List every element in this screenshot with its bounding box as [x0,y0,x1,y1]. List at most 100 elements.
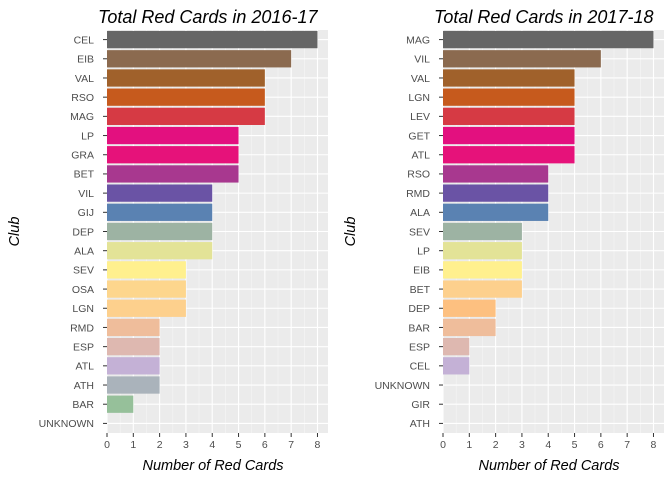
y-tick-label: GET [408,130,430,142]
x-tick-label: 4 [209,439,215,451]
y-tick-label: BET [410,284,431,296]
y-tick-label: CEL [410,361,431,373]
bar-rso [107,88,265,106]
y-tick-label: RSO [407,169,430,181]
bar-lp [107,126,239,145]
y-tick-label: LGN [408,92,430,104]
bar-sev [107,261,186,279]
y-tick-label: GIR [411,399,430,411]
y-tick-label: ATH [410,418,430,430]
y-tick-label: LEV [410,111,430,123]
y-tick-label: UNKNOWN [375,380,430,392]
bar-osa [107,280,186,298]
bar-esp [443,338,470,356]
y-tick-label: OSA [72,284,94,296]
y-tick-label: SEV [73,265,94,277]
bar-esp [107,338,160,356]
x-tick-label: 3 [183,439,189,451]
y-axis-label: Club [343,217,359,247]
y-tick-label: MAG [70,111,94,123]
bar-bar [443,318,496,337]
y-tick-label: ESP [73,341,94,353]
y-tick-label: DEP [408,303,430,315]
bar-lev [443,107,575,125]
bar-eib [443,261,522,279]
y-tick-label: LP [81,130,94,142]
y-tick-label: ATL [412,150,431,162]
y-tick-label: VAL [411,73,430,85]
bar-gij [107,203,213,221]
y-tick-label: GRA [71,150,94,162]
y-tick-label: RSO [71,92,94,104]
y-tick-label: GIJ [78,207,94,219]
bar-ala [443,203,549,221]
bar-mag [443,30,654,49]
bar-bet [107,165,239,183]
bar-lgn [107,299,186,317]
x-tick-label: 5 [572,439,578,451]
bar-rso [443,165,549,183]
x-tick-label: 2 [157,439,163,451]
x-tick-label: 7 [624,439,630,451]
y-tick-label: UNKNOWN [39,418,94,430]
bar-atl [107,357,160,375]
x-tick-label: 8 [651,439,657,451]
y-tick-label: RMD [406,188,430,200]
bar-atl [443,146,575,164]
y-tick-label: BAR [72,399,94,411]
x-tick-label: 2 [493,439,499,451]
x-tick-label: 7 [288,439,294,451]
bar-get [443,126,575,145]
chart-title: Total Red Cards in 2017-18 [434,7,653,27]
y-tick-label: ALA [410,207,430,219]
y-tick-label: ATL [76,361,95,373]
y-axis-label: Club [7,217,23,247]
y-tick-label: ALA [74,245,94,257]
bar-bet [443,280,522,298]
chart-panel-2: MAG VIL VAL LGN LEV GET ATL RSO RMD ALA SEV LP EIB BE… [343,7,664,474]
x-axis-label: Number of Red Cards [478,458,619,474]
y-tick-label: EIB [413,265,430,277]
x-tick-label: 0 [440,439,446,451]
bar-cel [107,30,318,49]
y-tick-label: EIB [77,54,94,66]
x-axis-label: Number of Red Cards [142,458,283,474]
y-tick-label: BAR [408,322,430,334]
x-tick-label: 8 [315,439,321,451]
bar-dep [443,299,496,317]
bar-val [443,69,575,87]
y-tick-label: VAL [75,73,94,85]
x-tick-label: 3 [519,439,525,451]
x-tick-label: 1 [130,439,136,451]
bar-eib [107,50,292,68]
bar-ath [107,376,160,394]
x-tick-label: 1 [466,439,472,451]
bar-cel [443,357,470,375]
y-tick-label: RMD [70,322,94,334]
bar-mag [107,107,265,125]
chart-panel-1: CEL EIB VAL RSO MAG LP GRA BET VIL GIJ DEP ALA SEV OS… [7,7,328,474]
y-tick-label: LGN [72,303,94,315]
bar-sev [443,222,522,241]
bar-gra [107,146,239,164]
chart-title: Total Red Cards in 2016-17 [98,7,318,27]
y-tick-label: DEP [72,226,94,238]
bar-dep [107,222,213,241]
bar-ala [107,242,213,260]
y-tick-label: MAG [406,34,430,46]
y-tick-label: VIL [78,188,94,200]
x-tick-label: 6 [262,439,268,451]
y-tick-label: CEL [74,34,95,46]
y-tick-label: ATH [74,380,94,392]
bar-val [107,69,265,87]
y-tick-label: VIL [414,54,430,66]
x-tick-label: 6 [598,439,604,451]
bar-rmd [107,318,160,337]
bar-lgn [443,88,575,106]
bar-vil [107,184,213,202]
y-tick-label: BET [74,169,95,181]
y-tick-label: LP [417,245,430,257]
x-tick-label: 5 [236,439,242,451]
bar-bar [107,395,134,413]
